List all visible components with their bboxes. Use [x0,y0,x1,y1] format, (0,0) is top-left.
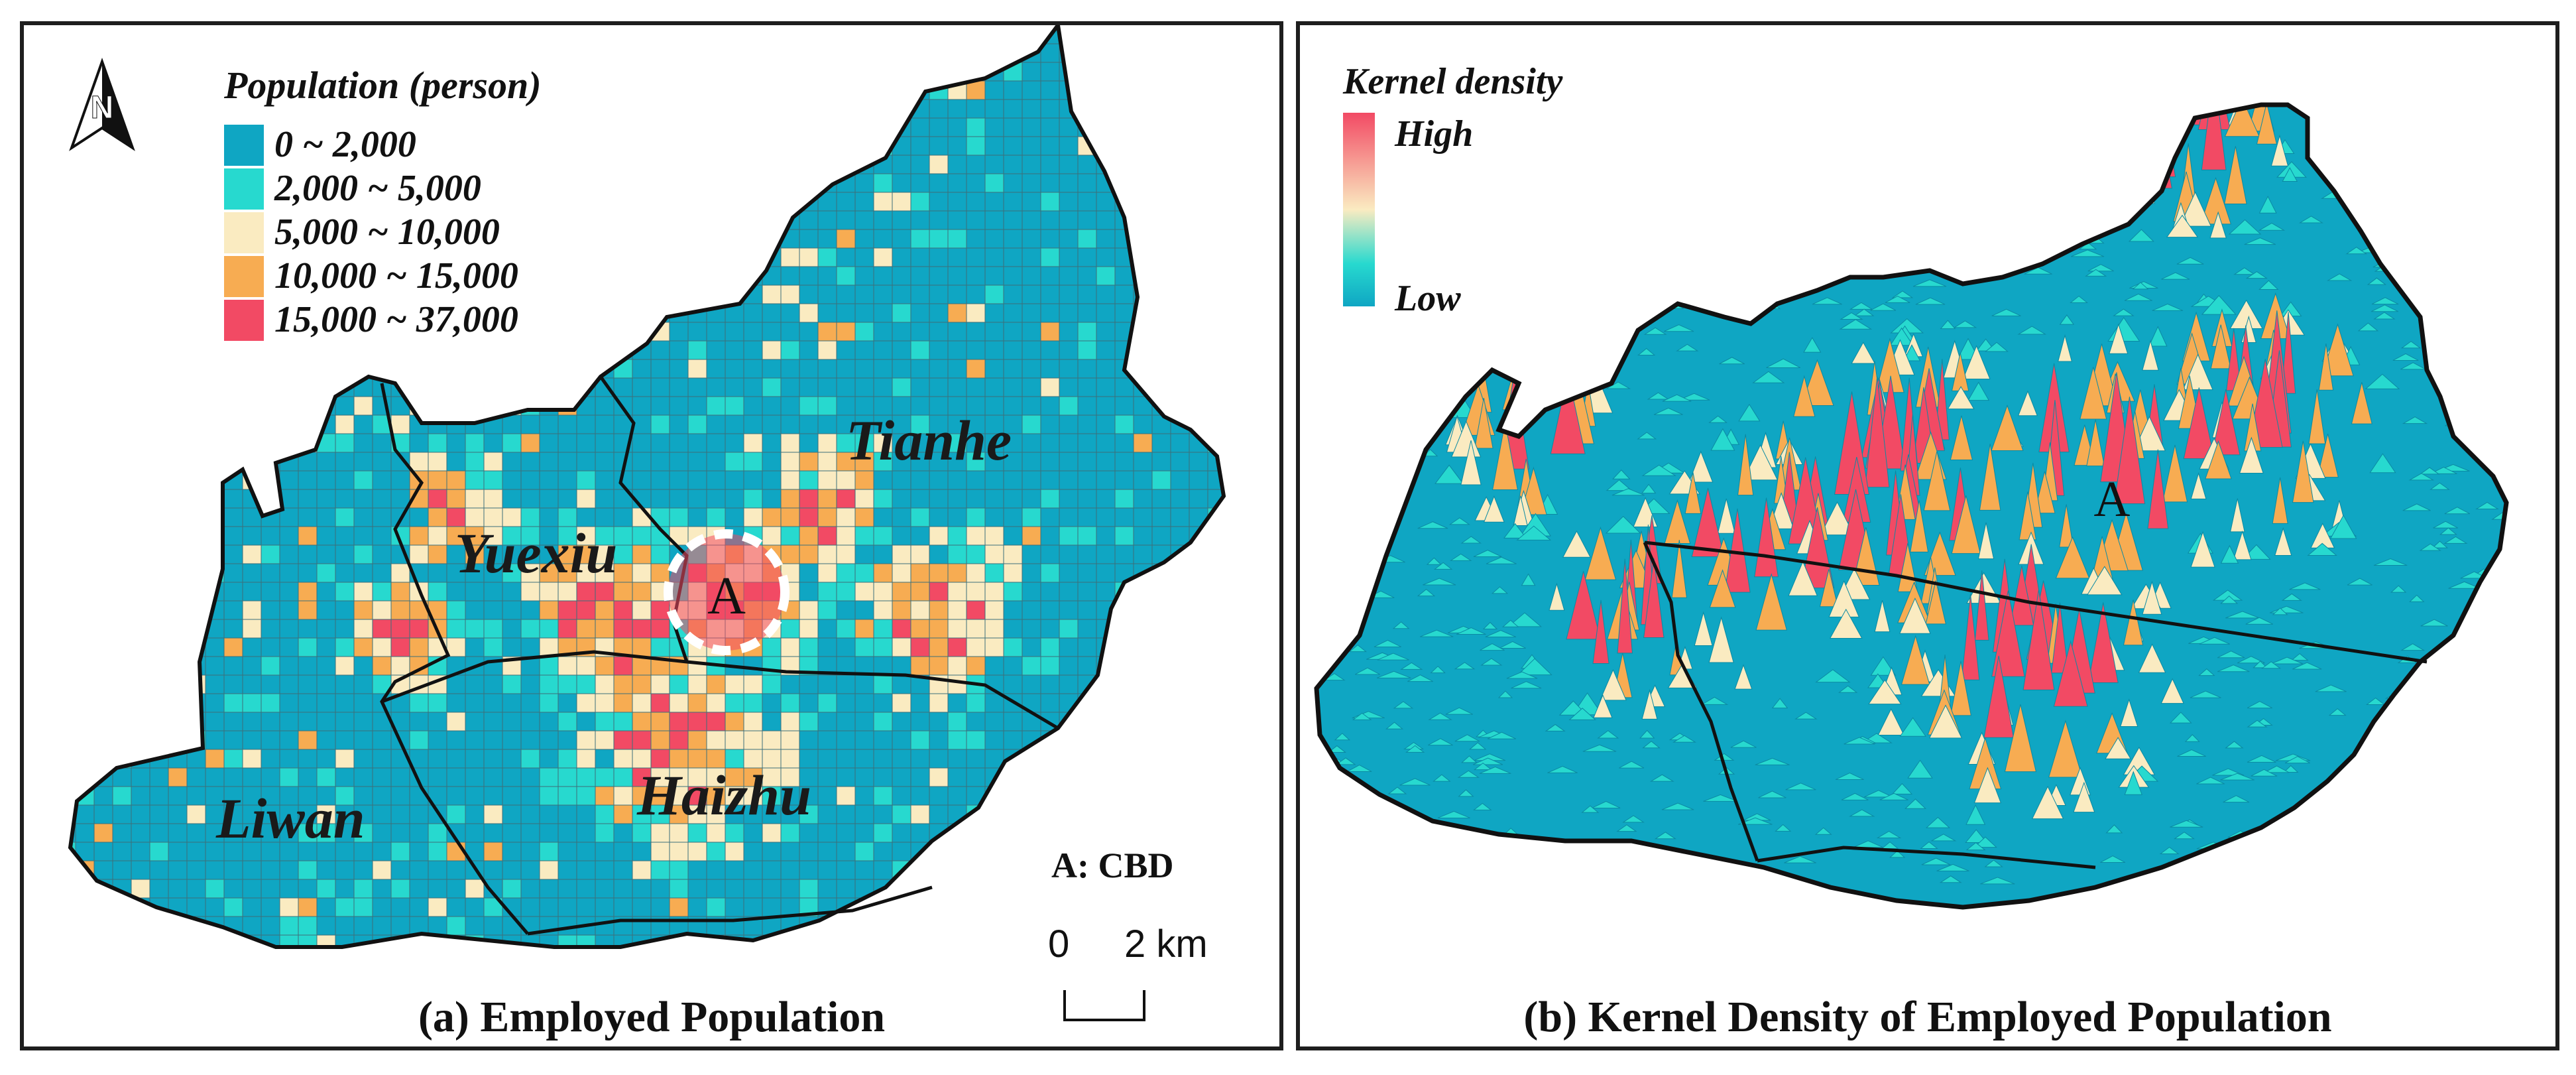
legend-label: 15,000 ~ 37,000 [274,299,518,340]
legend-low-label: Low [1394,278,1461,319]
legend-title-b: Kernel density [1342,61,1563,102]
caption-a: (a) Employed Population [418,993,885,1041]
density-color-ramp [1343,113,1375,306]
legend-swatch [224,212,264,253]
district-boundaries-b [1643,540,2428,869]
population-grid-map: A Tianhe Yuexiu Liwan Haizhu N Populatio… [24,25,1279,1041]
panel-kernel-density: A Kernel density High Low (b) Kernel Den… [1296,21,2559,1050]
legend-label: 10,000 ~ 15,000 [274,255,518,296]
cbd-note: A: CBD [1051,846,1174,885]
north-letter: N [91,90,114,125]
scale-bar [1063,990,1145,1021]
kernel-density-3d-map: A Kernel density High Low (b) Kernel Den… [1300,61,2555,1041]
legend-swatch [224,300,264,341]
caption-b: (b) Kernel Density of Employed Populatio… [1523,993,2331,1041]
scale-end-label: 2 km [1124,922,1208,966]
legend-label: 0 ~ 2,000 [274,124,416,165]
district-label-haizhu: Haizhu [636,763,811,827]
cbd-marker: A [664,529,790,655]
district-label-liwan: Liwan [215,787,365,850]
cbd-label: A [707,567,746,625]
north-arrow-icon: N [69,58,135,151]
district-label-yuexiu: Yuexiu [455,521,617,585]
panel-employed-population: A Tianhe Yuexiu Liwan Haizhu N Populatio… [20,21,1283,1050]
legend-swatch [224,125,264,166]
legend-swatch [224,256,264,297]
scale-start-label: 0 [1048,922,1069,966]
legend-swatch [224,168,264,210]
district-label-tianhe: Tianhe [846,409,1012,472]
cbd-label-b: A [2094,472,2131,527]
legend-label: 2,000 ~ 5,000 [274,168,481,209]
legend-high-label: High [1394,113,1473,155]
legend-label: 5,000 ~ 10,000 [274,212,500,253]
legend-title: Population (person) [223,64,542,107]
